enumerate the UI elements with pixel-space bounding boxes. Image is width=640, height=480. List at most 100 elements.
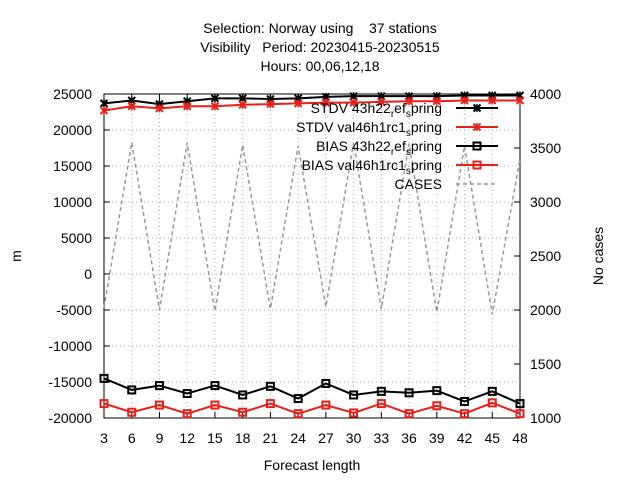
data-point	[472, 122, 482, 132]
data-point	[321, 400, 331, 410]
data-point	[377, 97, 386, 107]
data-point	[265, 381, 275, 391]
data-point	[376, 386, 386, 396]
plot-frame	[103, 93, 521, 419]
data-point	[487, 386, 497, 396]
axis-ticks: 3 6 9 12 15 18 21 24 27 30 33 36 39 42 45 48-20000-1500…	[48, 86, 561, 446]
legend-label: STDV 43h22refspring	[311, 100, 442, 120]
y-tick-label: 15000	[53, 158, 92, 174]
data-point	[472, 160, 482, 170]
series-4	[103, 142, 521, 315]
legend-label: STDV val46h1rc1spring	[296, 119, 442, 139]
data-point	[349, 390, 359, 400]
data-point	[349, 408, 359, 418]
data-point	[432, 96, 442, 106]
data-point	[460, 96, 469, 105]
data-point	[376, 399, 386, 409]
series-1	[99, 96, 525, 115]
x-tick-label: 21	[263, 430, 279, 446]
series-line	[103, 142, 521, 315]
grid	[104, 94, 520, 418]
data-point	[210, 94, 220, 103]
y2-tick-label: 1000	[530, 410, 561, 426]
x-tick-label: 24	[290, 430, 306, 446]
data-point	[472, 141, 482, 151]
x-tick-label: 27	[318, 430, 334, 446]
y-tick-label: -20000	[48, 410, 92, 426]
data-point	[293, 99, 303, 108]
data-point	[154, 381, 164, 391]
data-point	[99, 373, 109, 383]
series-line	[103, 94, 520, 106]
data-point	[472, 103, 482, 113]
y-axis-label: m	[8, 250, 24, 262]
legend-label: CASES	[395, 176, 442, 192]
y2-tick-label: 1500	[530, 356, 561, 372]
data-point	[210, 381, 220, 391]
y2-tick-label: 3500	[530, 140, 561, 156]
data-point	[99, 106, 109, 115]
y2-tick-label: 4000	[530, 86, 561, 102]
data-point	[515, 409, 525, 419]
data-point	[488, 96, 497, 105]
x-tick-label: 33	[374, 430, 390, 446]
data-point	[99, 399, 109, 409]
legend-item: STDV val46h1rc1spring	[296, 119, 498, 139]
legend-item: BIAS val46h1rc1spring	[302, 157, 498, 177]
data-point	[404, 409, 414, 419]
y-tick-label: 25000	[53, 86, 92, 102]
data-point	[182, 409, 192, 419]
data-point	[238, 407, 248, 417]
data-point	[210, 400, 220, 410]
chart-title: Selection: Norway using 37 stations Visib…	[200, 20, 440, 74]
y-tick-label: -15000	[48, 374, 92, 390]
data-point	[487, 398, 497, 408]
y2-axis-label: No cases	[590, 227, 606, 285]
data-point	[127, 102, 136, 111]
x-axis-label: Forecast length	[264, 457, 361, 473]
y-tick-label: 0	[84, 266, 92, 282]
data-point	[155, 104, 164, 113]
x-tick-label: 39	[429, 430, 445, 446]
data-point	[432, 386, 442, 396]
data-point	[99, 99, 109, 108]
title-line: Selection: Norway using 37 stations	[203, 20, 436, 36]
legend-item: STDV 43h22refspring	[311, 100, 498, 120]
x-tick-label: 48	[512, 430, 528, 446]
series-line	[103, 99, 520, 112]
data-point	[432, 401, 442, 411]
series-line	[103, 401, 521, 415]
legend-label: BIAS 43h22refspring	[316, 138, 442, 158]
series-3	[99, 398, 525, 419]
data-point	[404, 388, 414, 398]
x-tick-label: 15	[207, 430, 223, 446]
x-tick-label: 3	[100, 430, 108, 446]
title-line: Hours: 00,06,12,18	[260, 58, 379, 74]
data-point	[293, 394, 303, 404]
x-tick-label: 6	[128, 430, 136, 446]
data-point	[321, 378, 331, 388]
legend-item: CASES	[395, 176, 498, 192]
series-line	[103, 377, 521, 405]
x-tick-label: 9	[156, 430, 164, 446]
data-point	[515, 96, 525, 105]
data-point	[404, 96, 414, 106]
y-tick-label: 20000	[53, 122, 92, 138]
y-tick-label: -10000	[48, 338, 92, 354]
series-2	[99, 373, 525, 409]
data-point	[321, 98, 331, 107]
data-point	[265, 399, 275, 409]
data-point	[460, 396, 470, 406]
data-point	[127, 407, 137, 417]
legend-item: BIAS 43h22refspring	[316, 138, 498, 158]
x-tick-label: 36	[401, 430, 417, 446]
data-point	[127, 385, 137, 395]
x-tick-label: 12	[179, 430, 195, 446]
y2-tick-label: 3000	[530, 194, 561, 210]
legend-label: BIAS val46h1rc1spring	[302, 157, 442, 177]
data-point	[293, 409, 303, 419]
y2-tick-label: 2500	[530, 248, 561, 264]
data-point	[349, 98, 358, 107]
